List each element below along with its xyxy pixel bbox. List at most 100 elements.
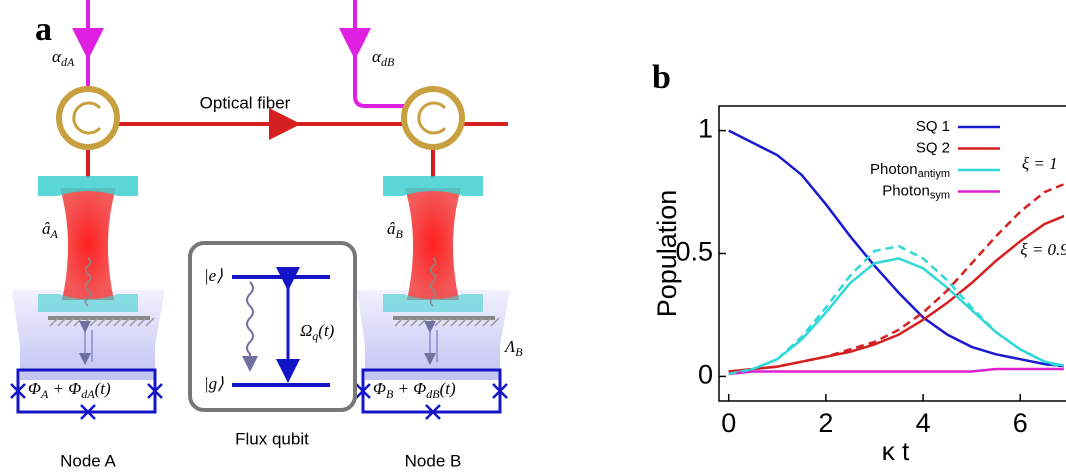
t: Φ: [373, 379, 386, 398]
label: âB: [387, 219, 404, 241]
panel-label: b: [652, 59, 671, 96]
label: ΦA + ΦdA(t): [28, 379, 111, 401]
t: α: [52, 47, 62, 66]
hatch: [458, 317, 468, 327]
rabi-label: Ωq(t): [300, 321, 335, 343]
junction: [147, 383, 163, 399]
wave: [429, 257, 437, 307]
circulator-arrow: [72, 101, 102, 135]
node-label: Node B: [405, 451, 462, 470]
hatch: [97, 317, 107, 327]
hatch: [89, 317, 99, 327]
decay: [242, 281, 258, 372]
mirror: [38, 294, 138, 312]
fiber-label: Optical fiber: [200, 93, 291, 112]
label: ΦB + ΦdB(t): [373, 379, 456, 401]
legend-label: Photonantiym: [870, 161, 950, 180]
mirror: [383, 176, 483, 196]
t: α: [372, 47, 382, 66]
series-line: [728, 257, 1064, 376]
y-axis-label: Population: [652, 190, 682, 318]
t: Photon: [882, 182, 930, 199]
t: A: [50, 227, 59, 241]
hatch: [442, 317, 452, 327]
t: SQ 2: [916, 139, 950, 156]
hatch: [466, 317, 476, 327]
t: dB: [381, 55, 395, 69]
node-label: Node A: [60, 451, 116, 470]
t: B: [386, 387, 394, 401]
mirror: [38, 176, 138, 196]
panel-a: a Optical fiber αdAâAΛAΦA + ΦdA(t) αdBâB…: [10, 0, 523, 470]
drive-line: [353, 0, 410, 108]
panel-label: a: [35, 11, 52, 48]
label: ΛB: [503, 337, 523, 359]
x-tick-label: 0: [721, 408, 736, 438]
junction: [355, 383, 371, 399]
hatch: [105, 317, 115, 327]
wave: [84, 257, 92, 307]
hatch: [482, 317, 492, 327]
qubit-label: Flux qubit: [235, 429, 309, 448]
t: antiym: [918, 168, 950, 180]
x-tick-label: 4: [916, 408, 931, 438]
annotation: ξ = 1: [1022, 154, 1058, 173]
hatch: [73, 317, 83, 327]
junction: [492, 383, 508, 399]
cavity: [60, 188, 116, 300]
t: dA: [61, 55, 75, 69]
t: Λ: [503, 337, 516, 356]
t: dB: [426, 387, 440, 401]
t: A: [40, 387, 49, 401]
level-label: |e⟩: [204, 266, 223, 285]
t: sym: [930, 189, 950, 201]
hatch: [121, 317, 131, 327]
x-tick-label: 2: [818, 408, 833, 438]
t: (t): [318, 321, 334, 340]
circulator: [401, 86, 465, 150]
legend-label: SQ 2: [916, 139, 950, 156]
series-line: [728, 244, 1064, 376]
annotation: ξ = 0.9: [1020, 240, 1066, 259]
hatch: [490, 317, 500, 327]
t: â: [387, 219, 396, 238]
label: âA: [42, 219, 59, 241]
cavity: [405, 188, 461, 300]
t: dA: [81, 387, 95, 401]
t: Photon: [870, 161, 918, 178]
hatch: [129, 317, 139, 327]
hatch: [402, 317, 412, 327]
t: q: [312, 329, 318, 343]
hatch: [474, 317, 484, 327]
label: αdA: [52, 47, 75, 69]
circulator-arrow: [417, 101, 447, 135]
junction: [10, 383, 26, 399]
x-tick-label: 6: [1013, 408, 1028, 438]
hatch: [65, 317, 75, 327]
t: â: [42, 219, 51, 238]
hatch: [450, 317, 460, 327]
legend-label: SQ 1: [916, 118, 950, 135]
hatch: [410, 317, 420, 327]
level-label: |g⟩: [204, 374, 224, 393]
t: Ω: [300, 321, 312, 340]
t: B: [396, 227, 404, 241]
x-axis-label: κ t: [882, 436, 910, 466]
hatch: [394, 317, 404, 327]
mirror: [383, 294, 483, 312]
hatch: [49, 317, 59, 327]
t: (t): [95, 379, 111, 398]
qubit-box: [188, 241, 357, 412]
t: SQ 1: [916, 118, 950, 135]
hatch: [145, 317, 155, 327]
hatch: [57, 317, 67, 327]
series-line: [728, 182, 1064, 373]
hatch: [137, 317, 147, 327]
hatch: [113, 317, 123, 327]
junction: [80, 404, 96, 420]
series-line: [728, 129, 1064, 368]
legend-label: Photonsym: [882, 182, 950, 201]
t: Φ: [28, 379, 41, 398]
